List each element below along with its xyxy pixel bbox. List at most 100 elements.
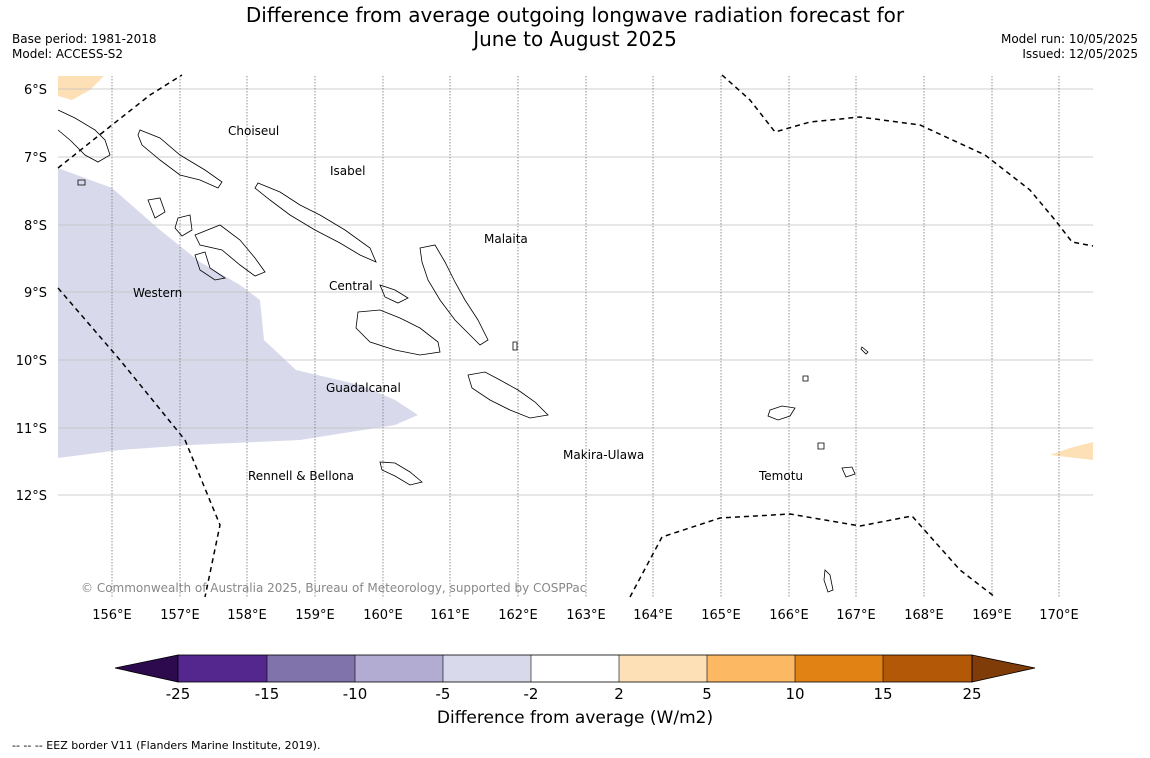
lat-label: 8°S: [24, 219, 47, 234]
colorbar-frame: [177, 654, 973, 683]
lon-label: 158°E: [227, 608, 267, 623]
colorbar-tick-label: -15: [255, 685, 280, 703]
lon-label: 170°E: [1039, 608, 1079, 623]
lon-label: 164°E: [633, 608, 673, 623]
lon-label: 168°E: [904, 608, 944, 623]
lon-label: 157°E: [160, 608, 200, 623]
island-south-islet: [823, 569, 834, 593]
meta-right: Model run: 10/05/2025 Issued: 12/05/2025: [1001, 32, 1138, 62]
island-makira: [467, 371, 549, 419]
lon-label: 161°E: [430, 608, 470, 623]
colorbar-extend-low: [114, 654, 179, 683]
anomaly-area-orange-east: [1050, 442, 1093, 460]
colorbar-tick-label: 2: [614, 685, 624, 703]
latitude-gridlines: [58, 88, 1093, 496]
lat-label: 6°S: [24, 83, 47, 98]
lat-label: 10°S: [16, 354, 47, 369]
colorbar-tick-label: -25: [166, 685, 191, 703]
colorbar-bin: [267, 655, 355, 682]
colorbar-bin: [707, 655, 795, 682]
colorbar-bin: [531, 655, 619, 682]
base-period: Base period: 1981-2018: [12, 32, 157, 46]
eez-border-ne: [721, 74, 1094, 247]
island-utupua: [817, 442, 825, 450]
eez-border-south: [629, 513, 996, 598]
model-run: Model run: 10/05/2025: [1000, 32, 1138, 46]
region-label-central: Central: [329, 279, 373, 293]
colorbar-tick-label: 10: [785, 685, 804, 703]
island-small-3: [77, 179, 86, 186]
island-small-1: [512, 341, 518, 351]
lat-label: 12°S: [16, 489, 47, 504]
colorbar-bin: [178, 655, 267, 682]
colorbar: [114, 654, 1036, 683]
lat-label: 9°S: [24, 286, 47, 301]
colorbar-tick-label: 5: [702, 685, 712, 703]
lat-label: 11°S: [16, 422, 47, 437]
colorbar-tick-label: 25: [962, 685, 981, 703]
colorbar-bin: [443, 655, 531, 682]
colorbar-dividers: [266, 655, 884, 682]
lon-label: 166°E: [769, 608, 809, 623]
anomaly-area-orange-nw: [58, 76, 104, 100]
lon-label: 162°E: [498, 608, 538, 623]
lon-label: 160°E: [363, 608, 403, 623]
longitude-labels: 156°E 157°E 158°E 159°E 160°E 161°E 162°…: [92, 608, 1079, 623]
eez-border-sw: [57, 287, 221, 598]
island-santa-cruz: [767, 405, 796, 421]
lon-label: 163°E: [566, 608, 606, 623]
copyright-text: © Commonwealth of Australia 2025, Bureau…: [81, 581, 586, 595]
region-label-temotu: Temotu: [758, 469, 803, 483]
island-malaita: [419, 244, 489, 346]
island-small-2: [860, 346, 869, 355]
lon-label: 169°E: [972, 608, 1012, 623]
anomaly-area-purple: [58, 168, 418, 458]
lon-label: 159°E: [295, 608, 335, 623]
island-guadalcanal: [355, 309, 441, 356]
region-label-makira: Makira-Ulawa: [563, 448, 644, 462]
island-isabel: [254, 182, 377, 263]
chart-title: Difference from average outgoing longwav…: [0, 3, 1150, 51]
lon-label: 167°E: [836, 608, 876, 623]
colorbar-label: Difference from average (W/m2): [436, 708, 714, 728]
colorbar-tick-label: -2: [524, 685, 539, 703]
island-rendova: [194, 251, 227, 281]
island-rennell: [379, 461, 423, 486]
meta-left: Base period: 1981-2018 Model: ACCESS-S2: [12, 32, 157, 62]
model-name: Model: ACCESS-S2: [12, 47, 124, 61]
region-label-western: Western: [133, 286, 182, 300]
island-bougainville: [57, 109, 111, 163]
eez-footer-note: -- -- -- EEZ border V11 (Flanders Marine…: [12, 739, 321, 752]
lon-label: 165°E: [701, 608, 741, 623]
colorbar-bin: [883, 655, 972, 682]
colorbar-ticks: -25 -15 -10 -5 -2 2 5 10 15 25: [166, 685, 982, 703]
island-outlines: [57, 109, 869, 593]
region-label-choiseul: Choiseul: [228, 124, 279, 138]
colorbar-tick-label: -5: [436, 685, 451, 703]
region-label-malaita: Malaita: [484, 232, 528, 246]
region-label-isabel: Isabel: [330, 164, 365, 178]
island-choiseul: [137, 129, 223, 189]
lon-label: 156°E: [92, 608, 132, 623]
island-florida: [379, 284, 409, 304]
island-duff: [802, 375, 809, 382]
region-label-guadalcanal: Guadalcanal: [326, 381, 401, 395]
region-labels: Choiseul Isabel Malaita Western Central …: [133, 124, 803, 483]
region-label-rennell: Rennell & Bellona: [248, 469, 354, 483]
island-new-georgia: [174, 214, 266, 277]
title-line-2: June to August 2025: [473, 27, 677, 51]
colorbar-extend-high: [971, 654, 1036, 683]
lat-label: 7°S: [24, 151, 47, 166]
eez-borders: [57, 74, 1094, 598]
colorbar-bin: [619, 655, 707, 682]
island-vella-lavella: [147, 197, 166, 219]
title-line-1: Difference from average outgoing longwav…: [245, 3, 905, 27]
island-vanikoro: [841, 466, 856, 478]
colorbar-bin: [355, 655, 443, 682]
issued-date: Issued: 12/05/2025: [1022, 47, 1138, 61]
colorbar-bin: [795, 655, 883, 682]
latitude-labels: 6°S 7°S 8°S 9°S 10°S 11°S 12°S: [16, 83, 47, 504]
colorbar-tick-label: -10: [343, 685, 368, 703]
eez-border-nw: [57, 74, 183, 169]
